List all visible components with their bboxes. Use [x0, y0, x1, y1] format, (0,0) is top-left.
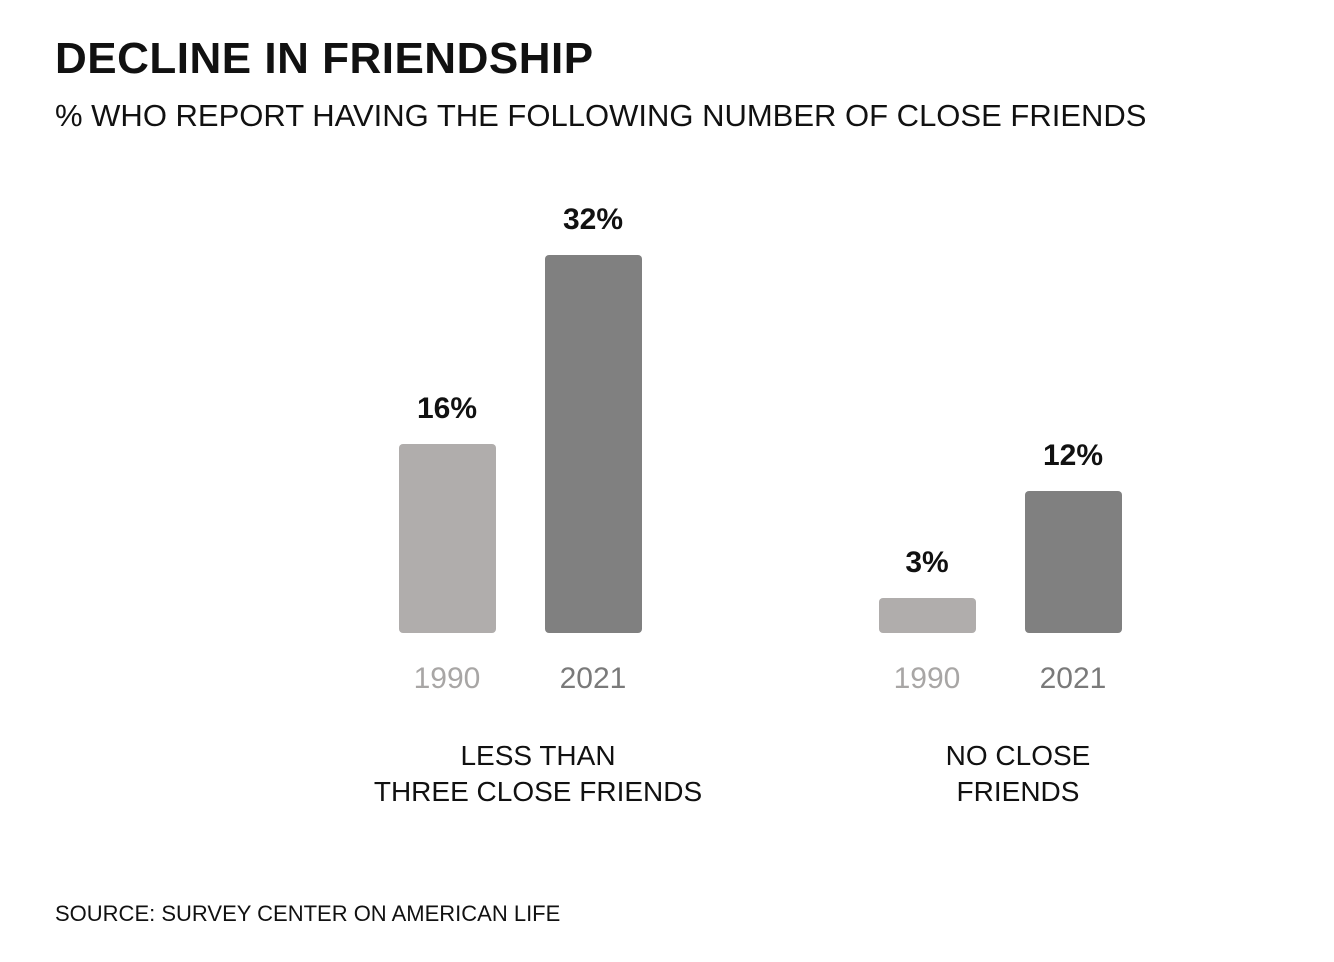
bar — [878, 597, 976, 633]
data-label: 3% — [905, 545, 949, 579]
bar — [398, 444, 496, 633]
bar — [1024, 491, 1122, 633]
category-label: LESS THAN THREE CLOSE FRIENDS — [373, 740, 703, 807]
chart-title: DECLINE IN FRIENDSHIP — [55, 34, 594, 83]
data-label: 16% — [416, 392, 478, 425]
category-label: NO CLOSE FRIENDS — [945, 740, 1091, 807]
chart-subtitle: % WHO REPORT HAVING THE FOLLOWING NUMBER… — [55, 98, 1147, 133]
source-note: SOURCE: SURVEY CENTER ON AMERICAN LIFE — [55, 901, 561, 926]
series-label: 1990 — [413, 662, 481, 695]
series-label: 1990 — [893, 662, 961, 695]
bar — [544, 255, 642, 633]
series-label: 2021 — [1039, 662, 1107, 695]
data-label: 12% — [1042, 439, 1104, 473]
data-label: 32% — [562, 203, 624, 236]
series-label: 2021 — [559, 662, 627, 695]
